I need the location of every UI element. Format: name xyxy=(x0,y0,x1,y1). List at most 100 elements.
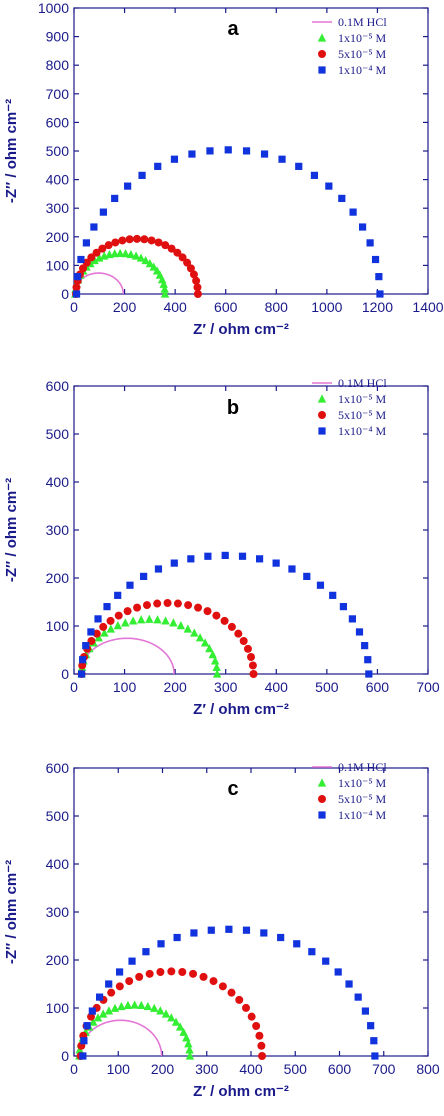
series-c5e5-point xyxy=(161,241,170,250)
series-c5e5-point xyxy=(163,599,172,608)
y-tick-label: 200 xyxy=(46,952,70,968)
series-c1e4-point xyxy=(370,1037,378,1045)
y-tick-label: 800 xyxy=(46,57,70,73)
series-c1e4-point xyxy=(310,171,319,179)
y-axis-label: -Z″ / ohm cm⁻² xyxy=(3,860,20,964)
series-c5e5-point xyxy=(132,234,141,243)
series-c1e4-point xyxy=(260,150,269,158)
series-c1e4-point xyxy=(157,940,165,948)
series-c1e4-point xyxy=(138,171,146,179)
y-tick-label: 600 xyxy=(46,378,70,394)
series-c5e5-point xyxy=(247,653,256,662)
panel-label: a xyxy=(227,18,239,40)
series-c1e4-point xyxy=(82,642,90,650)
series-c1e5-point xyxy=(156,1006,165,1015)
legend-swatch-c1e5 xyxy=(317,394,327,403)
series-c1e4-point xyxy=(348,615,356,623)
series-c5e5-point xyxy=(145,969,154,978)
series-c1e5-point xyxy=(160,289,170,298)
x-tick-label: 700 xyxy=(372,1061,396,1077)
x-tick-label: 200 xyxy=(163,679,187,695)
series-c1e4 xyxy=(72,146,384,298)
x-tick-label: 400 xyxy=(239,1061,263,1077)
series-c5e5-point xyxy=(156,967,165,976)
series-c1e4 xyxy=(77,551,373,678)
x-tick-label: 800 xyxy=(416,1061,440,1077)
y-tick-label: 900 xyxy=(46,29,70,45)
series-c1e5-point xyxy=(184,1039,193,1048)
series-c1e5-point xyxy=(136,615,146,624)
panel-label: b xyxy=(227,397,239,419)
series-c1e5-point xyxy=(205,643,214,653)
series-c1e5-point xyxy=(94,633,103,642)
series-c1e5-point xyxy=(136,253,146,262)
series-c1e4-point xyxy=(88,1007,96,1015)
x-tick-label: 300 xyxy=(195,1061,219,1077)
x-tick-label: 200 xyxy=(113,299,137,315)
series-c1e5-point xyxy=(208,650,217,659)
x-tick-label: 0 xyxy=(70,679,78,695)
series-c1e4-point xyxy=(329,591,337,599)
series-c1e4-point xyxy=(99,208,107,216)
series-c1e4-point xyxy=(90,223,98,231)
series-c1e5-point xyxy=(200,638,210,647)
legend-swatch-c1e5 xyxy=(317,33,327,42)
series-c1e5-point xyxy=(126,249,136,259)
legend: 0.1M HCl 1x10⁻⁵ M 5x10⁻⁵ M 1x10⁻⁴ M xyxy=(312,760,387,822)
series-c1e4-point xyxy=(361,642,369,650)
series-c5e5-point xyxy=(242,1003,251,1012)
series-c1e4-point xyxy=(358,223,367,231)
series-c1e4-point xyxy=(173,933,181,942)
y-tick-label: 300 xyxy=(46,904,70,920)
y-tick-label: 0 xyxy=(61,1048,69,1064)
series-c1e5-point xyxy=(121,618,130,627)
series-c5e5-point xyxy=(252,1021,261,1030)
y-axis-label: -Z″ / ohm cm⁻² xyxy=(3,99,20,203)
series-c5e5-point xyxy=(125,977,134,986)
series-c5e5-point xyxy=(123,607,132,616)
series-c5e5-point xyxy=(239,637,248,646)
legend-label-hcl: 0.1M HCl xyxy=(338,760,387,774)
series-c1e4-point xyxy=(293,940,301,948)
series-c5e5 xyxy=(77,599,258,678)
legend-label-hcl: 0.1M HCl xyxy=(338,376,387,390)
series-c5e5-point xyxy=(106,616,115,625)
series-c1e4-point xyxy=(221,551,229,560)
series-c1e5-point xyxy=(169,618,178,627)
series-c1e5-point xyxy=(93,1013,103,1022)
series-c1e5-point xyxy=(130,1000,139,1009)
series-c1e4-point xyxy=(170,155,179,163)
series-c1e4-point xyxy=(339,603,348,611)
series-c1e4-point xyxy=(83,1022,91,1030)
series-c5e5-point xyxy=(258,1052,267,1060)
series-c1e5-point xyxy=(212,662,221,672)
series-c5e5-point xyxy=(249,670,258,678)
series-c1e5-point xyxy=(121,249,130,258)
x-tick-label: 0 xyxy=(70,299,78,315)
series-c5e5-point xyxy=(173,599,182,608)
series-c5e5-point xyxy=(125,235,134,244)
series-c1e4-point xyxy=(361,1007,370,1015)
x-tick-label: 600 xyxy=(366,679,390,695)
legend-label-c5e5: 5x10⁻⁵ M xyxy=(338,408,387,422)
y-tick-label: 700 xyxy=(46,86,70,102)
chart-panel-a: 0 200 400 600 800 1000 1200 1400 0 100 200 300 400 50… xyxy=(3,0,444,338)
x-tick-label: 1400 xyxy=(412,299,443,315)
series-c1e4-point xyxy=(354,993,362,1001)
series-c1e4-point xyxy=(242,926,251,934)
series-c1e4-point xyxy=(128,957,136,965)
series-c1e4-point xyxy=(278,155,286,163)
series-c1e5-point xyxy=(137,1000,146,1009)
series-c1e4-point xyxy=(80,1037,88,1045)
series-c5e5-point xyxy=(235,995,244,1004)
series-c1e4-point xyxy=(295,162,303,170)
x-tick-label: 400 xyxy=(163,299,187,315)
series-c5e5-point xyxy=(189,969,198,978)
chart-panel-b: 0 100 200 300 400 500 600 700 0 100 200 300 400 500 60… xyxy=(3,376,440,718)
series-c5e5-point xyxy=(104,241,113,250)
series-c1e4-point xyxy=(190,929,198,937)
series-c1e4-point xyxy=(303,572,311,580)
series-c5e5-point xyxy=(184,601,193,610)
series-c5e5-point xyxy=(243,644,252,653)
series-c1e4-point xyxy=(94,615,102,623)
